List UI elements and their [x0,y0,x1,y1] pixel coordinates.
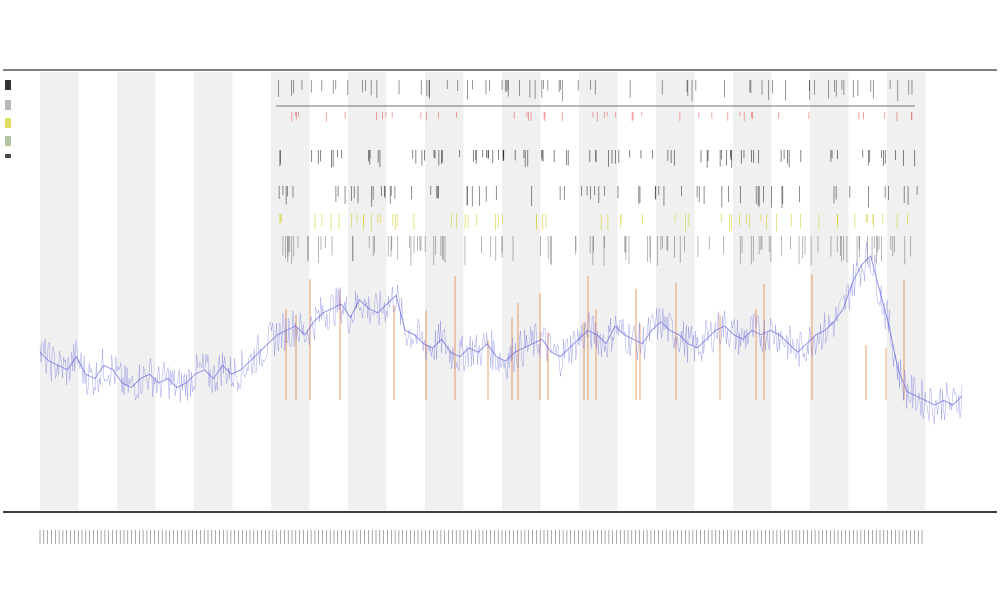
background-band [810,72,849,510]
background-band [656,72,695,510]
background-band [425,72,464,510]
background-band [117,72,156,510]
legend-swatch [5,136,11,146]
series-line [39,255,963,406]
legend-swatch [5,100,11,110]
background-band [502,72,541,510]
legend-swatch [5,154,11,158]
background-band [579,72,618,510]
background-band [271,72,310,510]
tick-rows [276,80,918,266]
legend-swatch [5,80,11,90]
line-series [39,242,963,425]
legend-swatch [5,118,11,128]
series-line-detail [39,242,963,425]
background-band [40,72,79,510]
background-band [733,72,772,510]
legend [5,80,11,158]
background-band [348,72,387,510]
background-bands [40,72,926,510]
background-band [194,72,233,510]
x-tick-labels [39,530,923,544]
background-band [887,72,926,510]
